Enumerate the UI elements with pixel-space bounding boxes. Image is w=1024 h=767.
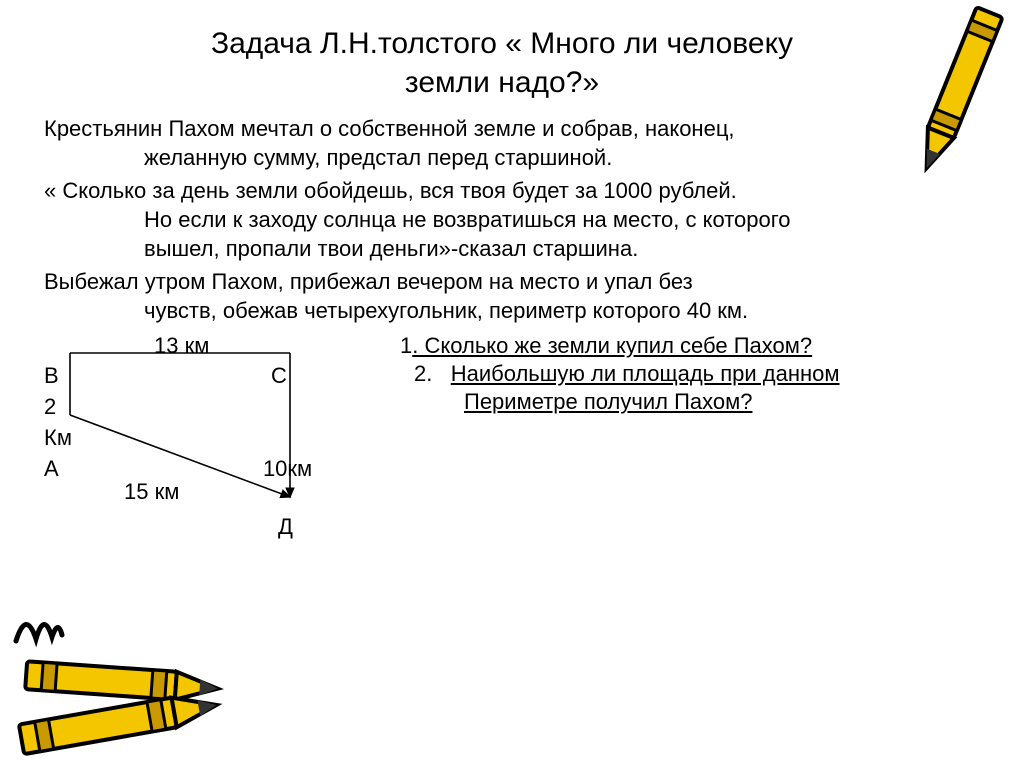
problem-body: Крестьянин Пахом мечтал о собственной зе… bbox=[0, 110, 1024, 325]
q1-text: . Сколько же земли купил себе Пахом? bbox=[412, 333, 812, 358]
p3-l1: Выбежал утром Пахом, прибежал вечером на… bbox=[44, 269, 693, 294]
right-side-label: 10км bbox=[263, 456, 312, 481]
scribble-decoration bbox=[8, 601, 68, 649]
p1-l1: Крестьянин Пахом мечтал о собственной зе… bbox=[44, 116, 735, 141]
p2-l1: « Сколько за день земли обойдешь, вся тв… bbox=[44, 178, 737, 203]
crayon-top-right bbox=[894, 0, 1014, 195]
p2-l3: вышел, пропали твои деньги»-сказал старш… bbox=[44, 234, 964, 263]
vertex-b: В bbox=[44, 363, 59, 388]
q2-number: 2. bbox=[414, 361, 432, 386]
vertex-d: Д bbox=[44, 512, 384, 541]
title-line1: Задача Л.Н.толстого « Много ли человеку bbox=[211, 27, 793, 60]
vertex-a: А bbox=[44, 456, 59, 481]
vertex-c: С bbox=[271, 363, 287, 388]
q2-text: Наибольшую ли площадь при данном bbox=[451, 361, 840, 386]
crayon-bottom-2 bbox=[10, 687, 230, 757]
p2-l2: Но если к заходу солнца не возвратишься … bbox=[44, 205, 964, 234]
questions-column: 1. Сколько же земли купил себе Пахом? 2.… bbox=[384, 333, 1024, 543]
diagram-column: 13 км В С 2 Км А 10км 15 км Д bbox=[44, 333, 384, 543]
page-title: Задача Л.Н.толстого « Много ли человеку … bbox=[0, 0, 1024, 110]
title-line2: земли надо?» bbox=[405, 66, 599, 99]
p3-l2: чувств, обежав четырехугольник, периметр… bbox=[44, 296, 964, 325]
p1-l2: желанную сумму, предстал перед старшиной… bbox=[44, 143, 964, 172]
q1-number: 1 bbox=[400, 333, 412, 358]
q2-cont: Периметре получил Пахом? bbox=[464, 389, 752, 414]
